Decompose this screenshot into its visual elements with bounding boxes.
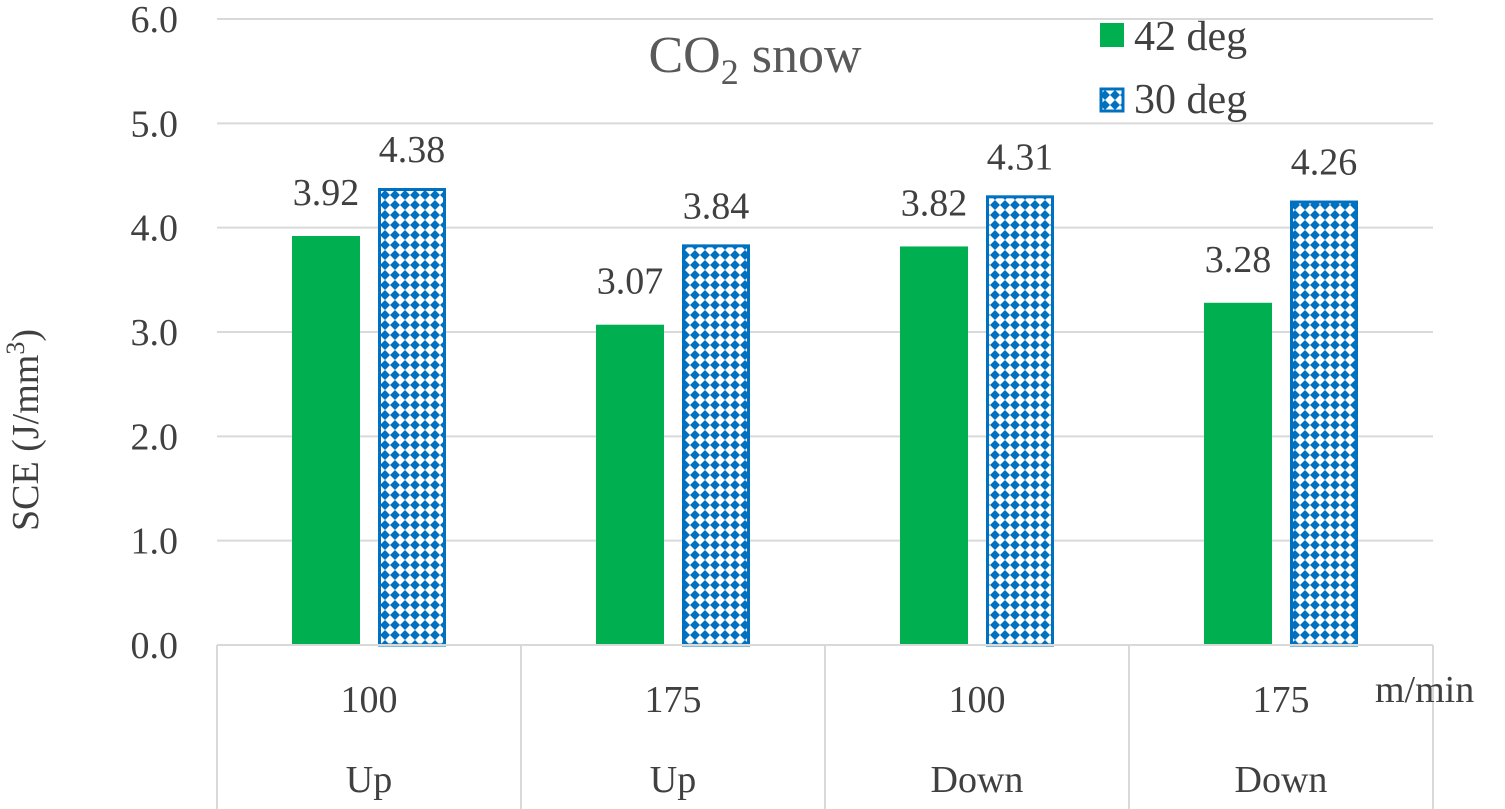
chart-title: CO2 snow bbox=[648, 27, 861, 92]
data-labels: 3.92 4.38 3.07 3.84 3.82 4.31 3.28 4.26 bbox=[293, 129, 1358, 303]
bar-30deg bbox=[1290, 200, 1358, 647]
y-tick-label: 1.0 bbox=[131, 521, 179, 563]
y-tick-label: 4.0 bbox=[131, 208, 179, 250]
x-tick-label-speed: 175 bbox=[1253, 679, 1310, 721]
x-tick-label-speed: 100 bbox=[341, 679, 398, 721]
legend-swatch-30deg bbox=[1099, 87, 1125, 113]
y-tick-label: 6.0 bbox=[131, 0, 179, 41]
bar-42deg bbox=[900, 246, 968, 646]
y-tick-label: 5.0 bbox=[131, 103, 179, 145]
x-tick-label-direction: Up bbox=[650, 759, 696, 801]
y-tick-label: 0.0 bbox=[131, 625, 179, 667]
x-tick-label-speed: 100 bbox=[949, 679, 1006, 721]
legend-swatch-42deg bbox=[1100, 23, 1124, 47]
data-label: 3.82 bbox=[901, 182, 968, 224]
x-tick-label-direction: Down bbox=[931, 759, 1024, 801]
legend-label-42deg: 42 deg bbox=[1134, 14, 1247, 60]
bar-30deg bbox=[682, 244, 750, 647]
x-tick-label-speed: 175 bbox=[645, 679, 702, 721]
data-label: 3.84 bbox=[683, 185, 750, 227]
bar-30deg bbox=[986, 195, 1054, 647]
data-label: 3.28 bbox=[1205, 239, 1272, 281]
x-axis: 100 Up 175 Up 100 Down 175 Down bbox=[216, 644, 1434, 809]
bars bbox=[292, 188, 1358, 647]
y-tick-label: 3.0 bbox=[131, 312, 179, 354]
data-label: 4.26 bbox=[1291, 142, 1358, 184]
y-axis-label: SCE (J/mm3) bbox=[1, 329, 47, 531]
y-tick-label: 2.0 bbox=[131, 416, 179, 458]
x-tick-label-direction: Down bbox=[1235, 759, 1328, 801]
bar-30deg bbox=[378, 188, 446, 647]
bar-42deg bbox=[596, 324, 664, 645]
data-label: 4.31 bbox=[987, 136, 1054, 178]
data-label: 3.07 bbox=[597, 261, 664, 303]
x-axis-unit: m/min bbox=[1375, 669, 1474, 711]
data-label: 3.92 bbox=[293, 172, 360, 214]
bar-42deg bbox=[292, 236, 360, 645]
legend: 42 deg 30 deg bbox=[1099, 14, 1247, 123]
data-label: 4.38 bbox=[379, 129, 446, 171]
y-axis-ticks: 0.0 1.0 2.0 3.0 4.0 5.0 6.0 bbox=[131, 0, 179, 667]
legend-label-30deg: 30 deg bbox=[1134, 77, 1247, 123]
x-tick-label-direction: Up bbox=[346, 759, 392, 801]
bar-42deg bbox=[1204, 302, 1272, 645]
